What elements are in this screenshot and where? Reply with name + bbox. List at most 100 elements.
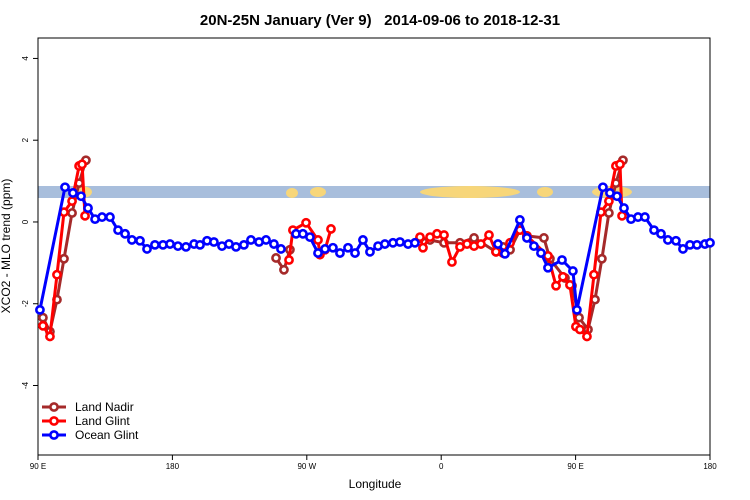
point [328,242,338,253]
land-shape [537,187,553,197]
point [83,203,93,213]
point [60,182,70,193]
point [598,182,608,193]
point [380,239,390,249]
point [231,242,241,252]
point [604,208,614,218]
point [284,255,294,265]
point [529,241,539,251]
point [165,239,175,249]
point [350,248,360,258]
point [269,239,279,249]
y-tick-label: 0 [21,219,30,224]
point [395,237,405,247]
point [469,233,479,243]
point [522,233,532,243]
point [557,255,567,265]
point [500,248,510,259]
point [543,262,553,273]
point [59,253,69,264]
point [195,239,205,250]
point [52,269,62,280]
point [45,331,55,342]
point [671,235,681,246]
point [261,235,271,245]
point [447,257,457,267]
point [493,239,503,249]
point [604,196,614,207]
point [320,244,330,254]
x-tick-label: 0 [439,462,444,471]
chart-title: 20N-25N January (Ver 9) 2014-09-06 to 20… [200,12,560,29]
point [639,212,650,222]
point [173,241,183,251]
point [705,237,715,248]
legend-label: Ocean Glint [75,428,139,442]
point [127,235,137,245]
point [76,191,86,202]
point [539,233,549,243]
point [301,217,311,228]
point [678,244,688,254]
point [365,246,375,257]
point [35,304,45,315]
x-tick-label: 90 W [297,462,316,471]
point [619,203,629,213]
point [615,159,625,170]
point [279,264,289,275]
y-tick-label: 2 [21,137,30,142]
point [113,225,123,236]
point [326,224,336,234]
point [662,235,673,245]
legend-label: Land Glint [75,414,130,428]
point [439,230,449,240]
point [617,210,627,221]
point [181,242,191,252]
point [67,196,77,207]
point [514,215,525,225]
point [589,269,599,280]
point [358,235,368,245]
point [209,237,219,247]
x-axis-label: Longitude [349,477,402,491]
point [410,237,420,248]
point [276,244,286,254]
point [536,248,546,258]
point [582,331,592,342]
point [246,235,256,245]
point [38,312,48,323]
land-shape [286,188,298,198]
point [415,232,425,242]
y-axis-label: XCO2 - MLO trend (ppm) [0,179,13,314]
point [476,239,486,249]
point [551,280,561,291]
land-shape [310,187,326,197]
point [313,235,323,245]
x-tick-label: 180 [703,462,717,471]
point [575,324,585,335]
point [343,242,353,253]
point [692,239,702,250]
point [97,212,107,222]
legend-marker [49,402,59,412]
land-shape [420,186,520,198]
point [313,248,323,258]
point [239,239,249,250]
point [38,320,48,331]
point [150,239,160,250]
point [484,230,494,240]
point [135,235,145,246]
point [558,271,568,282]
y-tick-label: -2 [21,300,30,308]
point [335,248,345,258]
point [418,242,428,253]
point [120,228,130,239]
legend-marker [49,416,59,426]
point [305,232,315,242]
legend-label: Land Nadir [75,400,134,414]
x-tick-label: 90 E [567,462,583,471]
point [142,244,152,254]
x-tick-label: 90 E [30,462,46,471]
